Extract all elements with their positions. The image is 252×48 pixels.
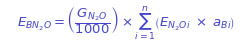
Text: $E_{BN_2O} = \left(\dfrac{G_{N_2O}}{1000}\right) \times \sum_{i=1}^{n}\left(E_{N: $E_{BN_2O} = \left(\dfrac{G_{N_2O}}{1000… [17,5,235,43]
